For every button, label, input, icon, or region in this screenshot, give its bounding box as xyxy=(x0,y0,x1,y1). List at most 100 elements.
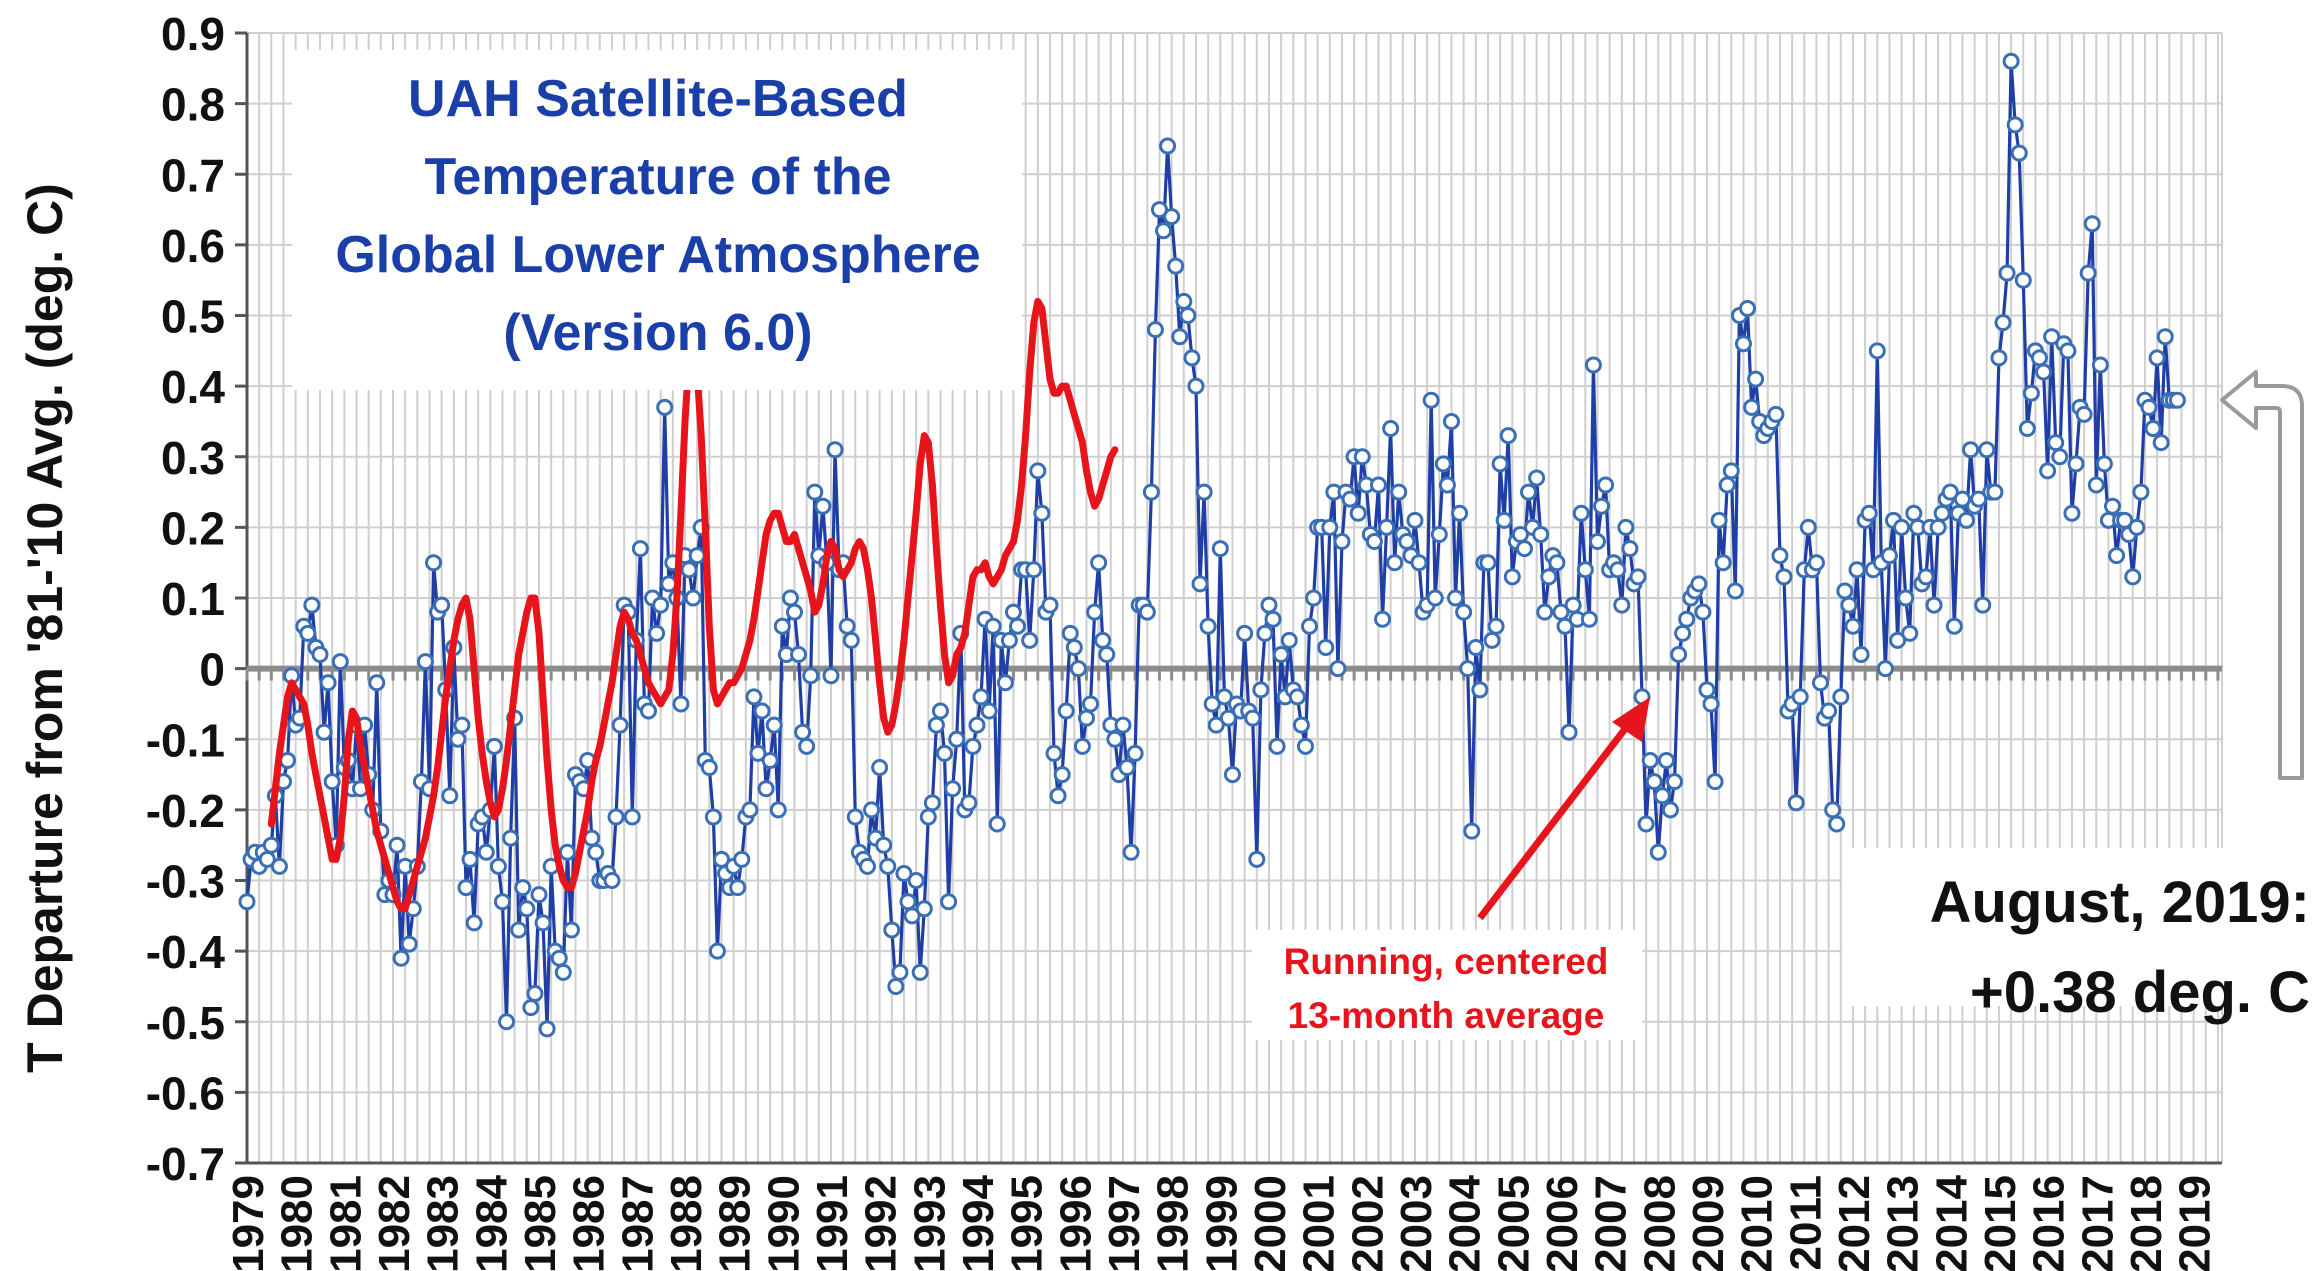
monthly-data-point xyxy=(623,808,641,826)
x-tick-label: 2000 xyxy=(1246,1175,1295,1271)
monthly-data-point xyxy=(1479,554,1497,572)
monthly-data-point xyxy=(1009,617,1027,635)
monthly-data-point xyxy=(1726,582,1744,600)
monthly-data-point xyxy=(1106,730,1124,748)
monthly-data-point xyxy=(1025,561,1043,579)
monthly-data-point xyxy=(1369,476,1387,494)
monthly-data-point xyxy=(1812,674,1830,692)
monthly-data-point xyxy=(1199,617,1217,635)
monthly-data-point xyxy=(1588,533,1606,550)
monthly-data-point xyxy=(1114,716,1132,734)
monthly-data-point xyxy=(1187,377,1205,395)
monthly-data-point xyxy=(1897,589,1915,607)
monthly-data-point xyxy=(1207,716,1225,734)
monthly-data-point xyxy=(1455,603,1473,621)
monthly-data-point xyxy=(2152,434,2170,452)
monthly-data-point xyxy=(741,801,759,819)
monthly-data-point xyxy=(270,857,288,875)
monthly-data-point xyxy=(1065,638,1083,656)
x-tick-label: 1979 xyxy=(224,1175,273,1271)
monthly-data-point xyxy=(2095,455,2113,473)
monthly-data-point xyxy=(923,794,941,812)
monthly-data-point xyxy=(1086,603,1104,621)
monthly-data-point xyxy=(1694,603,1712,621)
monthly-data-point xyxy=(1889,631,1907,649)
y-tick-label: 0.6 xyxy=(161,220,225,272)
x-tick-label: 2010 xyxy=(1733,1175,1782,1271)
monthly-data-point xyxy=(822,667,840,685)
monthly-data-point xyxy=(465,914,483,932)
monthly-data-point xyxy=(1378,518,1396,536)
monthly-data-point xyxy=(895,864,913,882)
monthly-data-point xyxy=(526,985,544,1002)
running-average-annotation: Running, centered 13-month average xyxy=(1252,697,1650,1040)
monthly-data-point xyxy=(2018,420,2036,437)
monthly-data-point xyxy=(1215,688,1233,706)
title-background xyxy=(292,50,1022,390)
monthly-data-point xyxy=(753,702,771,720)
monthly-data-point xyxy=(1828,815,1846,833)
monthly-data-point xyxy=(1487,617,1505,635)
monthly-data-point xyxy=(1434,455,1452,473)
x-tick-label: 1982 xyxy=(370,1175,419,1271)
monthly-data-point xyxy=(1710,511,1728,529)
y-tick-label: 0.3 xyxy=(161,432,225,484)
monthly-data-point xyxy=(785,603,803,621)
monthly-data-point xyxy=(1296,737,1314,755)
title-line-3: Global Lower Atmosphere xyxy=(335,226,980,284)
monthly-data-point xyxy=(1236,624,1254,642)
monthly-data-point xyxy=(911,963,929,981)
monthly-data-point xyxy=(2010,144,2028,162)
x-tick-label: 1988 xyxy=(662,1175,711,1271)
monthly-data-point xyxy=(1678,610,1696,628)
monthly-data-point xyxy=(1617,518,1635,536)
monthly-data-point xyxy=(875,836,893,854)
monthly-data-point xyxy=(1986,483,2004,501)
monthly-data-point xyxy=(1520,483,1538,501)
monthly-data-point xyxy=(1584,356,1602,374)
monthly-data-point xyxy=(1990,349,2008,367)
monthly-data-point xyxy=(1860,504,1878,522)
monthly-data-point xyxy=(1747,370,1765,388)
monthly-data-point xyxy=(498,1013,516,1031)
monthly-data-point xyxy=(518,900,536,918)
monthly-data-point xyxy=(915,900,933,918)
monthly-series xyxy=(238,52,2186,1038)
monthly-data-point xyxy=(1597,476,1615,494)
monthly-data-point xyxy=(1390,483,1408,501)
monthly-data-point xyxy=(846,808,864,826)
monthly-data-point xyxy=(562,921,580,939)
monthly-data-point xyxy=(2031,349,2049,367)
monthly-data-point xyxy=(996,674,1014,692)
x-tick-label: 1990 xyxy=(759,1175,808,1271)
monthly-data-point xyxy=(1463,822,1481,840)
monthly-data-point xyxy=(1958,511,1976,529)
x-tick-label: 2014 xyxy=(1927,1174,1976,1271)
monthly-data-point xyxy=(388,836,406,854)
monthly-data-point xyxy=(2051,448,2069,466)
monthly-data-point xyxy=(1272,646,1290,663)
monthly-data-point xyxy=(794,723,812,741)
x-tick-label: 1987 xyxy=(613,1175,662,1271)
monthly-data-point xyxy=(1252,681,1270,699)
monthly-data-point xyxy=(2124,568,2142,586)
monthly-data-point xyxy=(639,702,657,720)
monthly-data-point xyxy=(1211,540,1229,558)
x-tick-label: 1995 xyxy=(1003,1175,1052,1271)
monthly-data-point xyxy=(2047,434,2065,452)
latest-label-background xyxy=(1842,848,2318,1006)
monthly-data-point xyxy=(660,575,678,593)
monthly-data-point xyxy=(1807,554,1825,572)
monthly-data-point xyxy=(700,759,718,776)
monthly-data-point xyxy=(773,617,791,635)
running-average-arrow-line xyxy=(1477,709,1641,921)
monthly-data-point xyxy=(652,596,670,614)
monthly-data-point xyxy=(2132,483,2150,501)
monthly-data-point xyxy=(972,688,990,706)
monthly-data-point xyxy=(1045,744,1063,762)
monthly-data-point xyxy=(1576,561,1594,579)
monthly-data-point xyxy=(1670,646,1688,663)
x-tick-label: 2011 xyxy=(1781,1175,1830,1270)
monthly-data-point xyxy=(1637,815,1655,833)
monthly-data-point xyxy=(1163,208,1181,226)
